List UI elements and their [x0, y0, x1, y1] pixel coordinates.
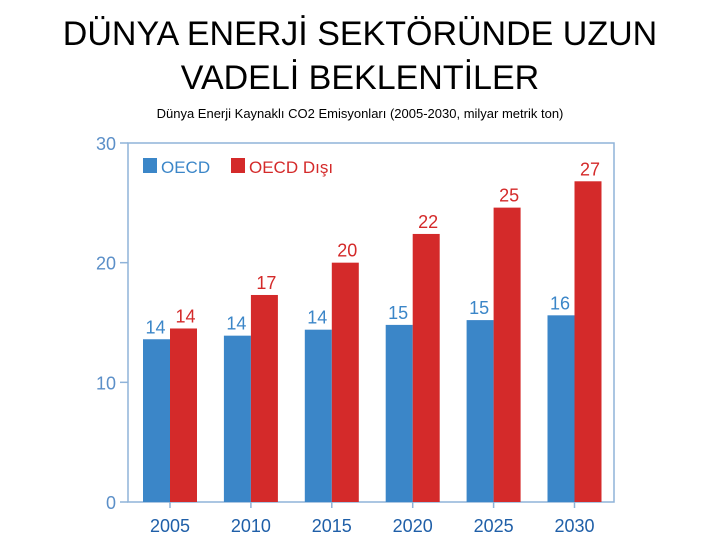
legend-label: OECD Dışı	[249, 158, 333, 177]
data-label: 25	[499, 186, 519, 206]
data-label: 20	[337, 241, 357, 261]
bar-oecd-2030	[547, 315, 575, 502]
legend-swatch	[231, 158, 245, 173]
x-tick-label: 2020	[393, 516, 433, 536]
data-label: 14	[226, 314, 246, 334]
plot-area	[127, 142, 615, 503]
bar-oecd-d--2025	[493, 207, 521, 502]
legend-swatch	[143, 158, 157, 173]
data-label: 15	[469, 298, 489, 318]
data-label: 14	[307, 308, 327, 328]
y-tick-label: 20	[96, 254, 116, 274]
y-tick-label: 0	[106, 493, 116, 513]
page-title-line-2: VADELİ BEKLENTİLER	[180, 59, 540, 97]
page-title: DÜNYA ENERJİ SEKTÖRÜNDE UZUN VADELİ BEKL…	[0, 12, 720, 100]
bar-oecd-d--2030	[574, 181, 602, 502]
x-tick-label: 2025	[474, 516, 514, 536]
data-label: 17	[256, 273, 276, 293]
x-tick-label: 2030	[554, 516, 594, 536]
data-label: 16	[550, 293, 570, 313]
bar-oecd-d--2005	[170, 328, 197, 502]
chart-subtitle: Dünya Enerji Kaynaklı CO2 Emisyonları (2…	[156, 106, 564, 121]
data-label: 14	[145, 317, 165, 337]
x-tick-label: 2015	[312, 516, 352, 536]
data-label: 22	[418, 212, 438, 232]
bar-oecd-2015	[304, 329, 332, 502]
y-tick-label: 10	[96, 373, 116, 393]
bar-oecd-2010	[223, 335, 251, 502]
y-tick-label: 30	[96, 134, 116, 154]
bar-oecd-2025	[466, 320, 494, 502]
legend-label: OECD	[161, 158, 210, 177]
bar-oecd-d--2020	[412, 233, 440, 503]
data-label: 27	[580, 159, 600, 179]
x-tick-label: 2005	[150, 516, 190, 536]
page-title-line-1: DÜNYA ENERJİ SEKTÖRÜNDE UZUN	[62, 15, 658, 53]
bar-oecd-2005	[143, 339, 170, 502]
data-label: 15	[388, 303, 408, 323]
bar-oecd-2020	[385, 324, 413, 502]
bar-oecd-d--2015	[331, 262, 359, 502]
bar-oecd-d--2010	[250, 294, 278, 502]
x-tick-label: 2010	[231, 516, 271, 536]
data-label: 14	[175, 306, 195, 326]
